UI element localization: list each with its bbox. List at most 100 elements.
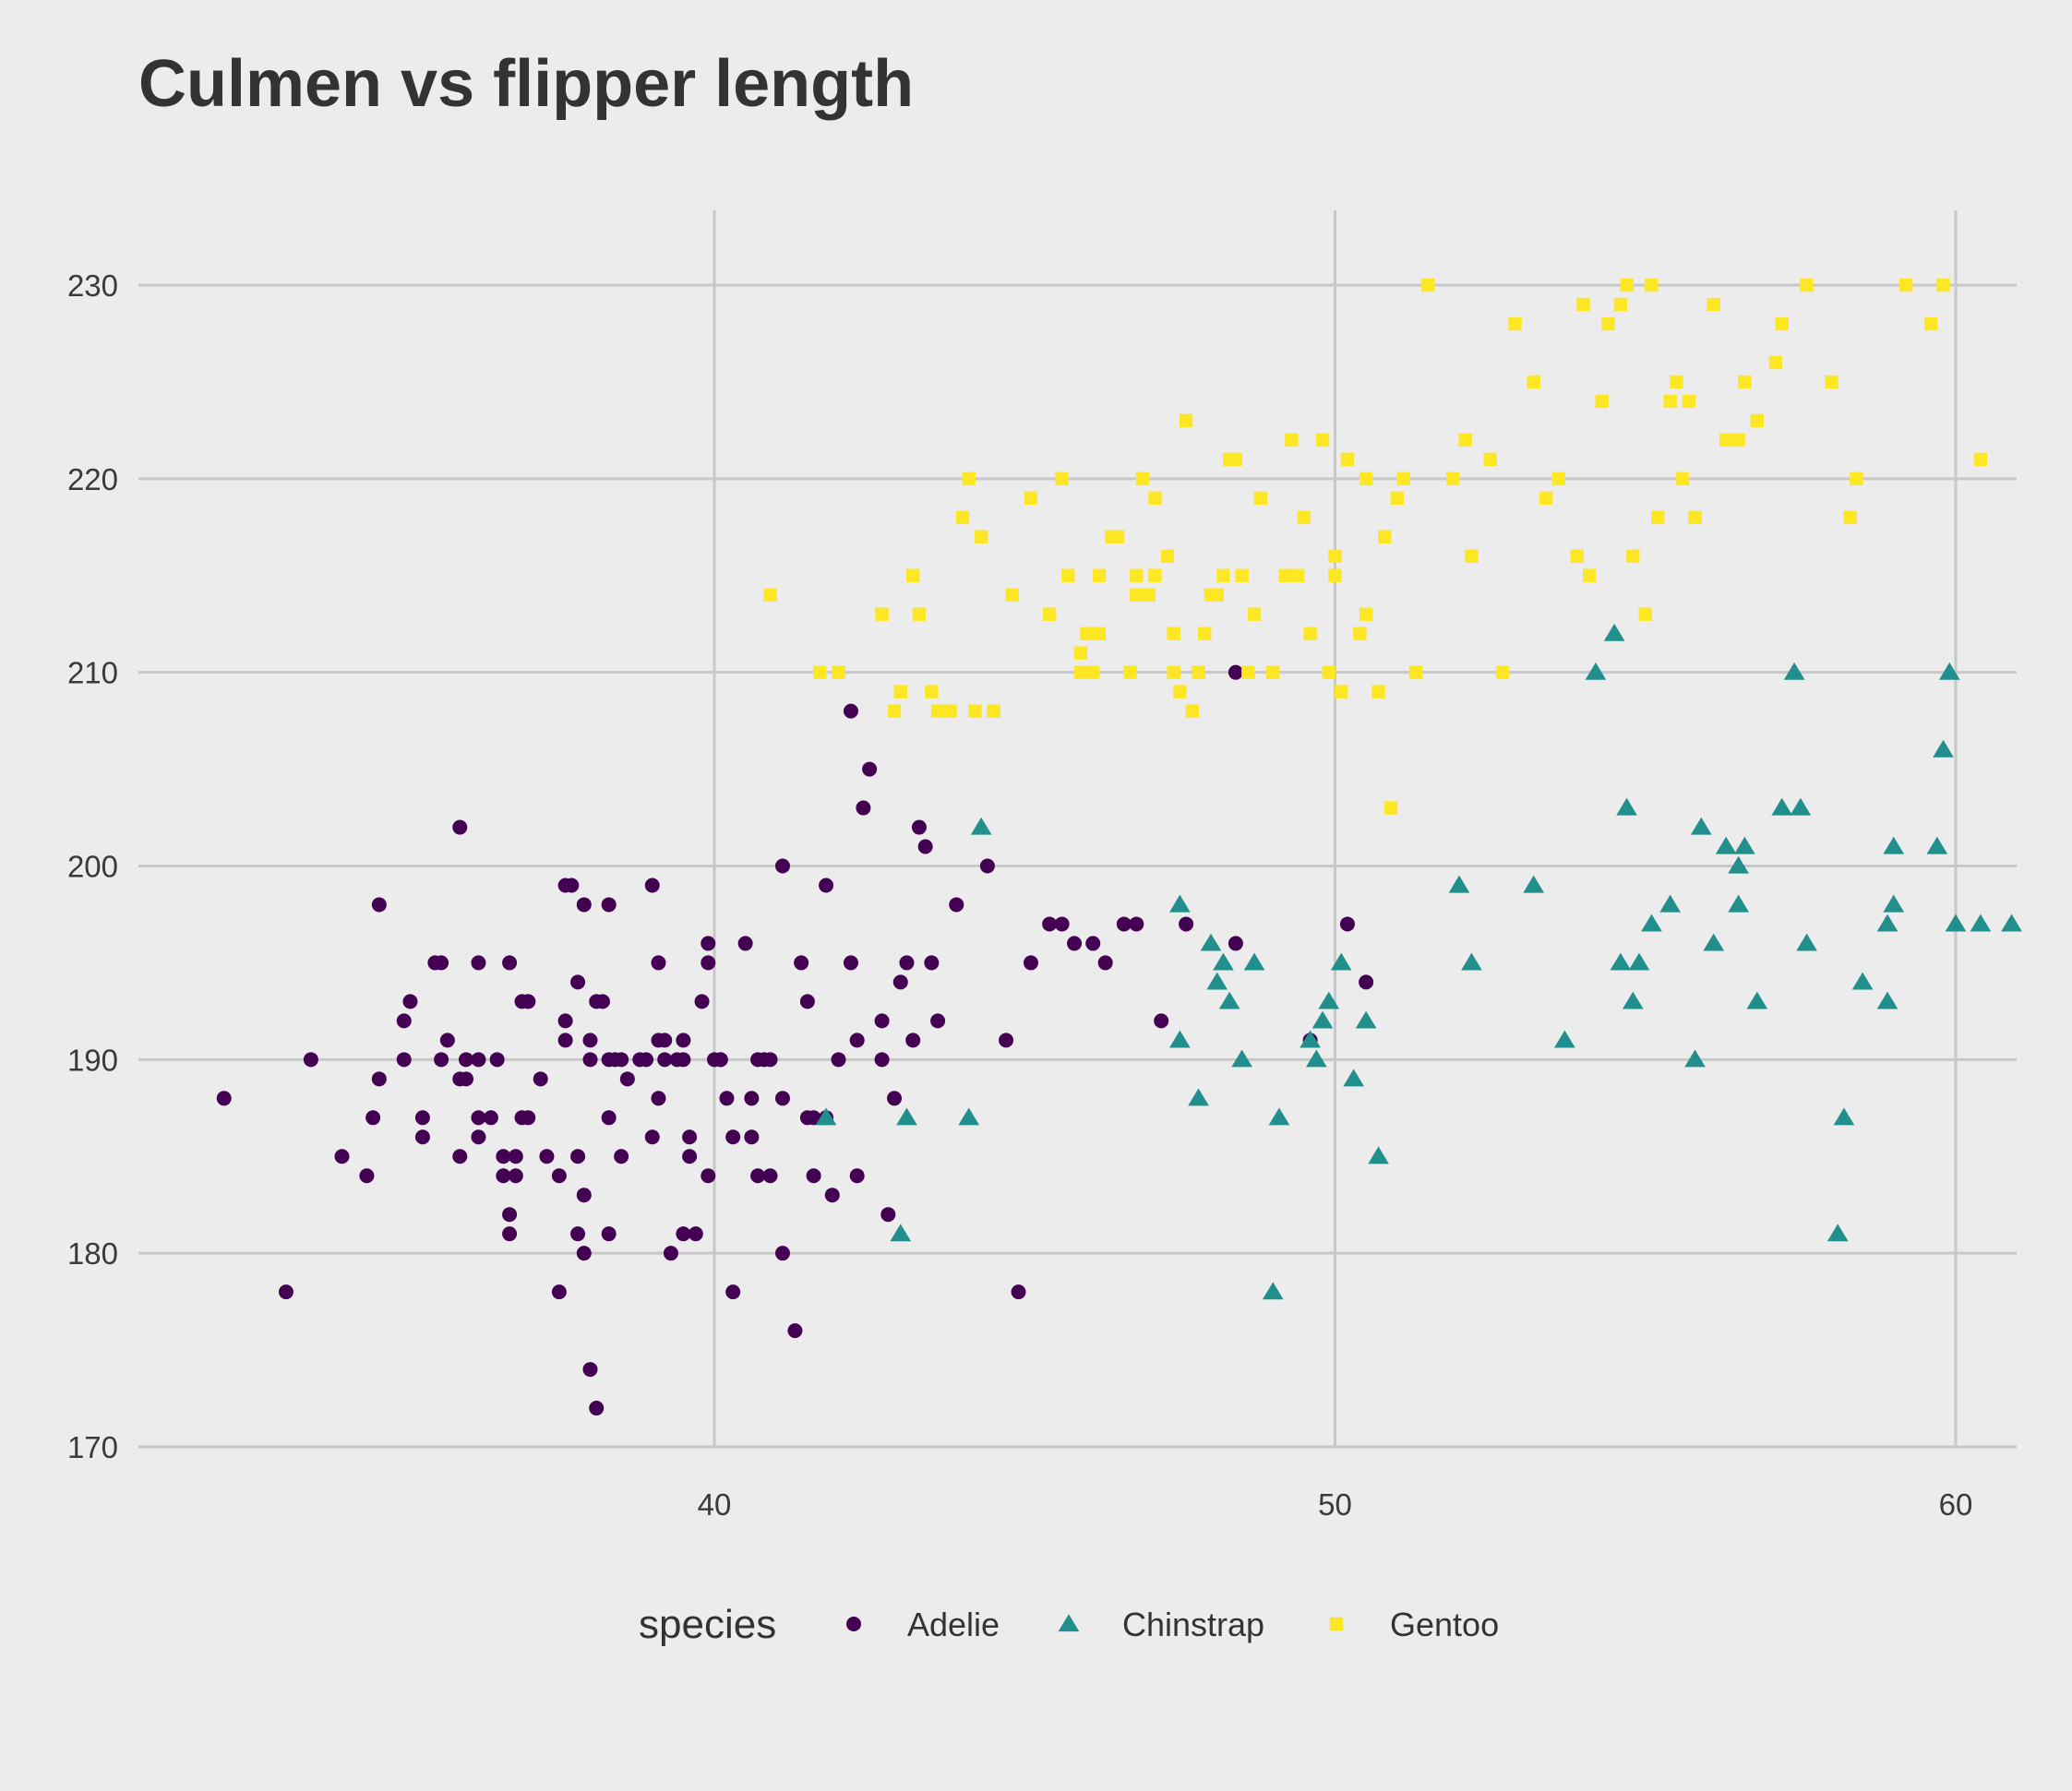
data-point xyxy=(303,1052,318,1068)
data-point xyxy=(970,817,992,835)
data-point xyxy=(1353,627,1367,640)
data-point xyxy=(887,1091,903,1106)
data-point xyxy=(1936,278,1950,293)
legend-title: species xyxy=(639,1602,776,1647)
data-point xyxy=(1262,1282,1284,1300)
data-point xyxy=(1278,568,1292,582)
data-point xyxy=(874,1013,890,1029)
data-point xyxy=(663,1246,678,1261)
data-point xyxy=(713,1052,728,1068)
data-point xyxy=(651,1091,666,1106)
data-point xyxy=(1290,568,1305,582)
data-point xyxy=(582,1362,598,1378)
y-tick-label: 210 xyxy=(67,656,118,690)
data-point xyxy=(582,1052,598,1068)
data-point xyxy=(1603,623,1625,641)
data-point xyxy=(521,1110,536,1126)
y-tick-label: 200 xyxy=(67,850,118,884)
data-point xyxy=(856,800,871,816)
data-point xyxy=(601,1226,617,1242)
data-point xyxy=(924,955,940,971)
data-point xyxy=(471,1129,486,1145)
data-point xyxy=(794,955,809,971)
data-point xyxy=(1465,549,1479,563)
data-point xyxy=(1285,433,1299,448)
data-point xyxy=(1728,894,1749,913)
data-point xyxy=(1210,588,1224,602)
data-point xyxy=(896,1107,917,1126)
chart-title: Culmen vs flipper length xyxy=(138,47,914,121)
data-point xyxy=(819,878,834,893)
data-point xyxy=(930,704,945,718)
data-point xyxy=(657,1052,673,1068)
data-point xyxy=(750,1168,766,1184)
data-point xyxy=(701,1168,716,1184)
data-point xyxy=(688,1226,703,1242)
data-point xyxy=(1675,472,1690,486)
data-point xyxy=(737,936,753,951)
data-point xyxy=(1378,530,1392,543)
data-point xyxy=(434,1052,449,1068)
data-point xyxy=(489,1052,505,1068)
data-point xyxy=(1318,991,1340,1009)
data-point xyxy=(843,955,858,971)
data-point xyxy=(774,1091,790,1106)
data-point xyxy=(1771,797,1793,816)
data-point xyxy=(1719,433,1733,448)
data-point xyxy=(502,955,518,971)
data-point xyxy=(744,1129,760,1145)
data-point xyxy=(1328,549,1342,563)
data-point xyxy=(1355,1010,1377,1029)
data-point xyxy=(1130,588,1144,602)
data-point xyxy=(1167,665,1180,679)
data-point xyxy=(594,994,610,1009)
data-point xyxy=(414,1110,430,1126)
data-point xyxy=(1613,297,1628,312)
grid-lines xyxy=(138,210,2017,1449)
data-point xyxy=(1340,452,1355,467)
data-point xyxy=(849,1168,865,1184)
data-point xyxy=(1080,627,1094,640)
data-point xyxy=(644,878,660,893)
x-tick-label: 40 xyxy=(698,1487,732,1522)
data-point xyxy=(1583,568,1597,582)
data-point xyxy=(1371,685,1385,698)
data-point xyxy=(365,1110,381,1126)
data-point xyxy=(614,1149,629,1164)
data-point xyxy=(614,1052,629,1068)
data-point xyxy=(1850,472,1863,486)
data-point xyxy=(1303,627,1317,640)
data-point xyxy=(890,1224,912,1242)
data-point xyxy=(452,819,468,835)
data-point xyxy=(1160,549,1175,563)
data-point xyxy=(1825,375,1838,389)
data-point xyxy=(1783,662,1805,680)
data-point xyxy=(496,1149,511,1164)
data-point xyxy=(1110,530,1125,543)
data-point xyxy=(1055,472,1069,486)
data-point xyxy=(1945,913,1967,932)
data-point xyxy=(471,1052,486,1068)
data-point xyxy=(874,1052,890,1068)
data-point xyxy=(1206,972,1228,990)
data-point xyxy=(762,1168,778,1184)
data-point xyxy=(1359,974,1374,990)
data-point xyxy=(1626,549,1640,563)
data-point xyxy=(815,1107,837,1126)
data-point xyxy=(1883,836,1905,854)
data-point xyxy=(1073,665,1087,679)
data-point xyxy=(1192,665,1205,679)
data-point xyxy=(813,665,827,679)
data-point xyxy=(1775,316,1789,331)
data-point xyxy=(452,1149,468,1164)
data-point xyxy=(1179,916,1194,932)
data-point xyxy=(1883,894,1905,913)
data-point xyxy=(576,897,592,913)
data-point xyxy=(1200,933,1222,951)
data-point xyxy=(1092,627,1107,640)
data-point xyxy=(1169,894,1191,913)
data-point xyxy=(1645,278,1659,293)
data-point xyxy=(1023,955,1038,971)
data-point xyxy=(1570,549,1584,563)
